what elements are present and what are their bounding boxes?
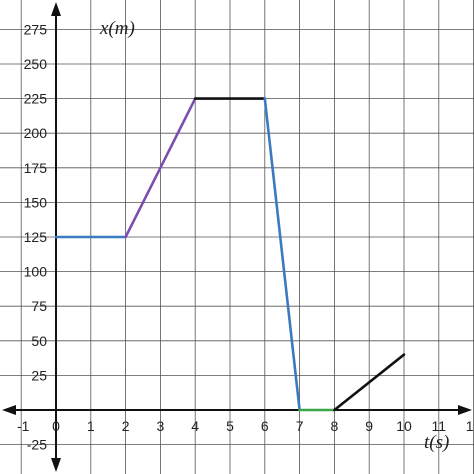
x-tick-label: 9 <box>365 418 373 434</box>
y-tick-label: 50 <box>31 333 47 349</box>
y-tick-label: 275 <box>24 21 48 37</box>
y-tick-label: 175 <box>24 160 48 176</box>
y-tick-label: 200 <box>24 125 48 141</box>
x-tick-label: 8 <box>331 418 339 434</box>
y-tick-label: 75 <box>31 298 47 314</box>
data-segments <box>54 97 406 412</box>
x-tick-label: 0 <box>52 418 60 434</box>
y-tick-label: 25 <box>31 367 47 383</box>
x-tick-label: -1 <box>17 418 30 434</box>
y-axis-label: x(m) <box>99 18 135 39</box>
x-tick-label: 10 <box>396 418 412 434</box>
y-tick-label: -25 <box>27 437 47 453</box>
x-tick-labels: -10123456789101112 <box>17 418 474 434</box>
data-segment <box>333 353 406 412</box>
x-tick-label: 5 <box>226 418 234 434</box>
y-tick-label: 250 <box>24 56 48 72</box>
data-segment <box>124 97 197 239</box>
x-axis-label: t(s) <box>424 432 449 453</box>
y-tick-label: 225 <box>24 91 48 107</box>
y-axis-arrow-top <box>51 2 61 16</box>
x-tick-label: 6 <box>261 418 269 434</box>
y-tick-label: 100 <box>24 264 48 280</box>
y-tick-labels: -25 25 50 75 100 125 150 175 200 225 250 275 <box>24 21 48 452</box>
x-axis-arrow-left <box>2 405 16 415</box>
x-tick-label: 2 <box>122 418 130 434</box>
x-tick-label: 11 <box>432 418 447 434</box>
y-axis-arrow-bottom <box>51 458 61 472</box>
x-tick-label: 3 <box>157 418 165 434</box>
x-tick-label: 7 <box>296 418 304 434</box>
x-tick-label: 1 <box>87 418 95 434</box>
y-tick-label: 150 <box>24 194 48 210</box>
x-tick-label: 12 <box>466 418 474 434</box>
y-tick-label: 125 <box>24 229 48 245</box>
data-segment <box>263 97 301 412</box>
x-axis-arrow-right <box>458 405 472 415</box>
x-tick-label: 4 <box>191 418 199 434</box>
